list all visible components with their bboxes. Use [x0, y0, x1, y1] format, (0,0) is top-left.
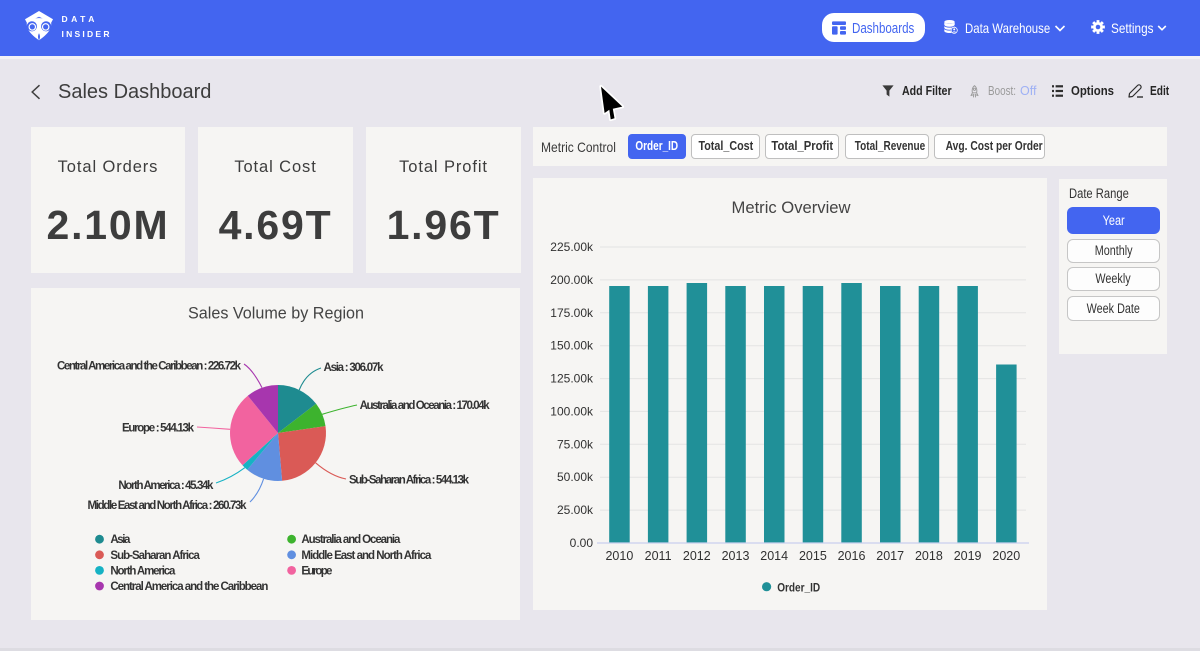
- svg-text:2017: 2017: [876, 549, 904, 563]
- svg-text:Metric Overview: Metric Overview: [732, 199, 851, 217]
- svg-text:200.00k: 200.00k: [550, 273, 594, 287]
- svg-text:2016: 2016: [838, 549, 866, 563]
- svg-text:50.00k: 50.00k: [557, 470, 594, 484]
- svg-text:150.00k: 150.00k: [550, 339, 594, 353]
- svg-text:225.00k: 225.00k: [550, 240, 594, 254]
- svg-text:Europe: Europe: [301, 565, 332, 577]
- svg-text:2018: 2018: [915, 549, 943, 563]
- svg-text:Sub-Saharan Africa: Sub-Saharan Africa: [110, 550, 200, 562]
- svg-text:North America : 45.34k: North America : 45.34k: [118, 480, 214, 492]
- svg-text:Central America and the Caribb: Central America and the Caribbean : 226.…: [57, 361, 242, 373]
- svg-text:Middle East and North Africa :: Middle East and North Africa : 260.73k: [88, 500, 248, 512]
- svg-text:Central America and the Caribb: Central America and the Caribbean: [110, 581, 268, 593]
- svg-text:Order_ID: Order_ID: [777, 580, 820, 594]
- svg-text:Middle East and North Africa: Middle East and North Africa: [301, 550, 432, 562]
- svg-text:Europe : 544.13k: Europe : 544.13k: [122, 423, 195, 435]
- svg-text:2011: 2011: [645, 549, 672, 563]
- svg-text:Australia and Oceania : 170.04: Australia and Oceania : 170.04k: [360, 400, 491, 412]
- svg-text:Sub-Saharan Africa : 544.13k: Sub-Saharan Africa : 544.13k: [349, 475, 470, 487]
- svg-text:100.00k: 100.00k: [550, 404, 594, 418]
- svg-text:Sales Volume by Region: Sales Volume by Region: [188, 304, 364, 322]
- svg-text:125.00k: 125.00k: [550, 372, 594, 386]
- svg-text:Australia and Oceania: Australia and Oceania: [301, 534, 401, 546]
- svg-text:175.00k: 175.00k: [550, 306, 594, 320]
- svg-text:25.00k: 25.00k: [557, 503, 594, 517]
- svg-text:2015: 2015: [799, 549, 827, 563]
- svg-text:2013: 2013: [722, 549, 750, 563]
- svg-text:North America: North America: [110, 565, 176, 577]
- svg-text:2012: 2012: [683, 549, 711, 563]
- svg-text:Asia: Asia: [110, 534, 131, 546]
- svg-text:2020: 2020: [992, 549, 1020, 563]
- svg-text:0.00: 0.00: [570, 536, 594, 550]
- svg-text:Asia : 306.07k: Asia : 306.07k: [324, 362, 385, 374]
- svg-text:2014: 2014: [760, 549, 788, 563]
- svg-text:2019: 2019: [954, 549, 982, 563]
- svg-text:75.00k: 75.00k: [557, 437, 594, 451]
- svg-text:2010: 2010: [605, 549, 633, 563]
